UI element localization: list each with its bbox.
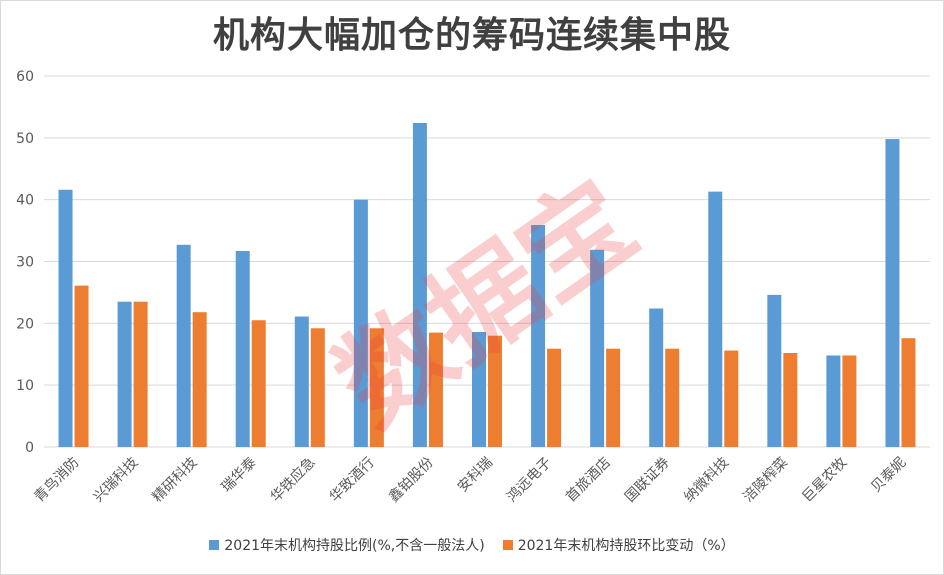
y-tick-label: 30	[16, 255, 34, 271]
bar-holding-ratio	[235, 250, 250, 447]
bar-holding-change	[606, 348, 621, 447]
legend-item-holding-ratio: 2021年末机构持股比例(%,不含一般法人)	[209, 535, 485, 555]
bar-holding-ratio	[117, 301, 132, 447]
legend-label-holding-ratio: 2021年末机构持股比例(%,不含一般法人)	[224, 538, 485, 554]
bar-holding-ratio	[590, 249, 605, 447]
bar-holding-change	[901, 338, 916, 447]
bar-holding-change	[192, 312, 207, 447]
bar-holding-ratio	[826, 355, 841, 447]
x-tick-label: 贝泰妮	[868, 455, 909, 496]
bar-holding-ratio	[885, 139, 900, 447]
legend-swatch-blue	[209, 540, 220, 550]
x-tick-label: 纳微科技	[681, 455, 732, 506]
x-tick-label: 华铁应急	[267, 454, 319, 506]
bar-holding-change	[724, 350, 739, 447]
x-tick-label: 精研科技	[150, 455, 201, 506]
x-tick-label: 兴瑞科技	[91, 455, 142, 506]
bar-holding-change	[251, 320, 266, 447]
y-tick-label: 20	[16, 316, 34, 332]
legend-item-holding-change: 2021年末机构持股环比变动（%）	[502, 535, 735, 555]
bar-holding-ratio	[176, 244, 191, 447]
bar-holding-ratio	[531, 225, 546, 447]
bar-holding-ratio	[649, 308, 664, 447]
x-tick-label: 华致酒行	[327, 455, 378, 506]
bar-holding-change	[310, 328, 325, 447]
x-tick-label: 鑫铂股份	[385, 454, 437, 506]
bar-holding-ratio	[708, 191, 723, 447]
bar-holding-change	[369, 328, 384, 447]
bar-holding-change	[428, 332, 443, 447]
bar-holding-change	[74, 285, 89, 447]
x-tick-label: 巨星农牧	[799, 455, 850, 506]
bar-holding-ratio	[472, 331, 486, 447]
bar-holding-change	[842, 355, 857, 447]
chart-title: 机构大幅加仓的筹码连续集中股	[212, 15, 731, 56]
bar-holding-change	[665, 348, 680, 447]
y-tick-label: 60	[16, 69, 34, 85]
bar-holding-ratio	[353, 199, 368, 447]
bar-holding-ratio	[412, 122, 427, 447]
y-tick-label: 0	[25, 440, 34, 456]
x-tick-label: 鸿远电子	[503, 454, 555, 506]
bar-holding-change	[547, 348, 562, 447]
x-tick-label: 国联证券	[622, 455, 673, 506]
x-tick-label: 涪陵榨菜	[740, 454, 792, 506]
bar-holding-ratio	[294, 316, 309, 447]
bar-holding-change	[133, 301, 148, 447]
legend-label-holding-change: 2021年末机构持股环比变动（%）	[517, 538, 735, 554]
x-tick-label: 青鸟消防	[31, 455, 82, 506]
bar-holding-ratio	[767, 294, 782, 447]
y-tick-label: 50	[16, 131, 34, 147]
chart-legend: 2021年末机构持股比例(%,不含一般法人) 2021年末机构持股环比变动（%）	[0, 535, 944, 555]
bar-holding-change	[783, 353, 798, 447]
x-tick-label: 安科瑞	[455, 455, 496, 496]
legend-swatch-orange	[502, 540, 513, 550]
y-tick-label: 40	[16, 193, 34, 209]
bar-holding-change	[488, 335, 502, 447]
x-tick-label: 瑞华泰	[219, 455, 260, 496]
x-tick-label: 首旅酒店	[563, 455, 614, 506]
bar-holding-ratio	[58, 189, 73, 448]
y-tick-label: 10	[16, 378, 34, 394]
